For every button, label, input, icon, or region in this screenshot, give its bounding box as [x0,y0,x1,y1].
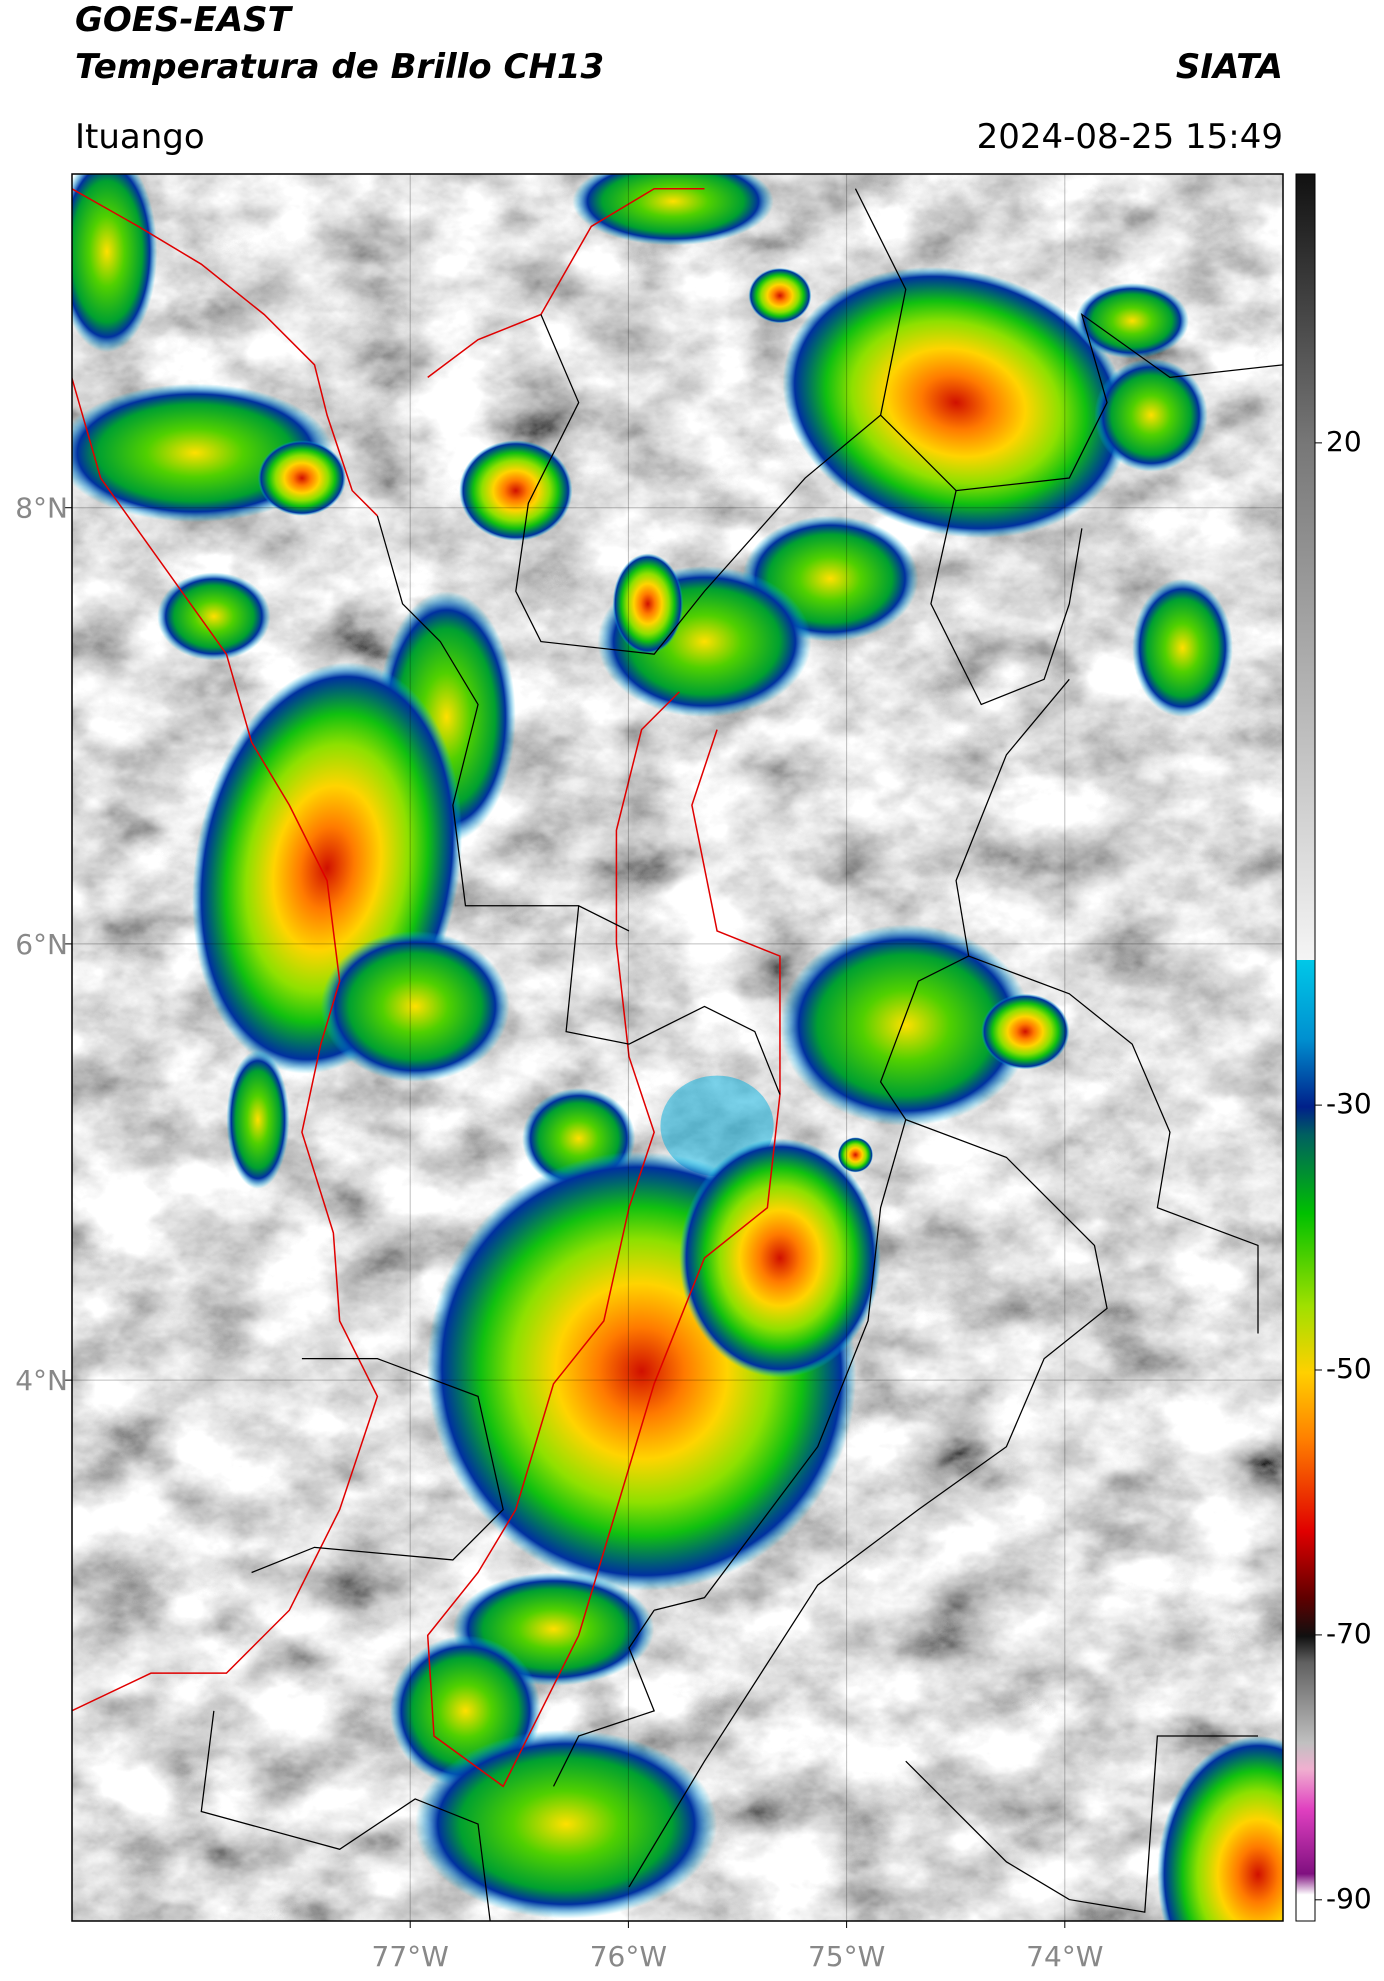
colorbar-tick-label: -50 [1326,1352,1372,1385]
colorbar-tick-label: 20 [1326,425,1362,458]
y-tick-label: 8°N [15,492,68,525]
y-tick-label: 4°N [15,1364,68,1397]
map-frame [71,173,1284,1922]
satellite-image [72,174,1283,1921]
subtitle: Temperatura de Brillo CH13 [75,47,604,87]
title: GOES-EAST [75,0,294,40]
y-tick-label: 6°N [15,928,68,961]
colorbar [1295,173,1316,1922]
grid [72,174,1283,1921]
x-tick-label: 76°W [590,1940,667,1973]
location: Ituango [75,117,205,157]
datetime: 2024-08-25 15:49 [977,117,1283,157]
x-tick-label: 75°W [808,1940,885,1973]
colorbar-tick-label: -70 [1326,1617,1372,1650]
colorbar-tick-label: -30 [1326,1087,1372,1120]
x-tick-label: 77°W [372,1940,449,1973]
x-tick-label: 74°W [1026,1940,1103,1973]
source: SIATA [1176,47,1283,87]
colorbar-tick-label: -90 [1326,1882,1372,1915]
